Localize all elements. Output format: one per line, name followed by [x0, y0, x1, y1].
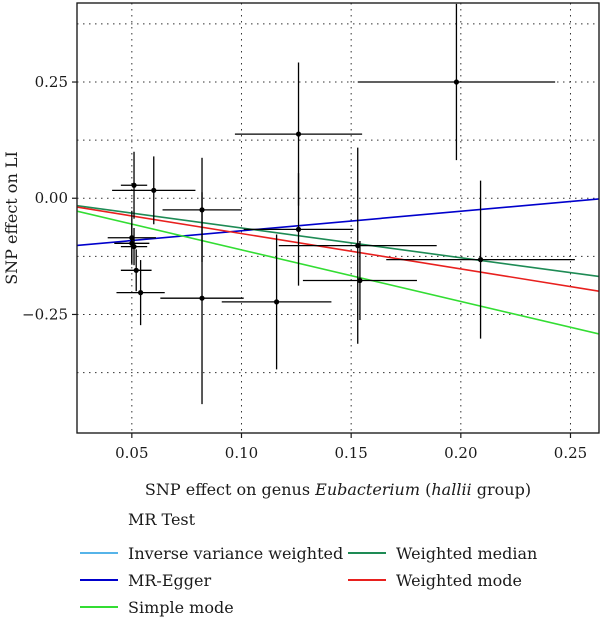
snp-point [116, 260, 165, 326]
snp-point [120, 227, 148, 266]
mr-regression-lines [77, 198, 599, 335]
legend-item-mr-egger: MR-Egger [80, 570, 211, 590]
snp-point [302, 241, 417, 321]
x-axis-label: SNP effect on genus Eubacterium (hallii … [145, 480, 531, 499]
point-marker [355, 243, 361, 249]
x-axis: 0.05 0.10 0.15 0.20 0.25 [115, 433, 587, 462]
data-points [107, 3, 575, 405]
mr-line-weighted-mode [77, 206, 599, 292]
legend-title: MR Test [128, 510, 196, 529]
plot-frame [76, 2, 600, 434]
point-marker [133, 267, 139, 273]
point-marker [295, 226, 302, 232]
legend-swatch [80, 552, 118, 554]
x-tick-label: 0.10 [225, 444, 258, 462]
point-marker [477, 257, 484, 263]
legend-item-weighted-median: Weighted median [348, 543, 537, 563]
point-marker [357, 277, 363, 284]
point-marker [295, 131, 302, 137]
legend-swatch [348, 579, 386, 581]
y-axis: −0.25 0.00 0.25 [22, 73, 77, 323]
y-axis-label: SNP effect on LI [2, 151, 21, 285]
legend-label: Weighted mode [396, 570, 523, 590]
legend: MR Test Inverse variance weighted MR-Egg… [80, 510, 590, 617]
legend-swatch [80, 579, 118, 581]
mr-line-weighted-median [77, 204, 599, 278]
legend-item-inverse-variance-weighted: Inverse variance weighted [80, 543, 343, 563]
legend-item-weighted-mode: Weighted mode [348, 570, 522, 590]
point-marker [273, 299, 280, 305]
x-tick-label: 0.20 [444, 444, 477, 462]
legend-label: Simple mode [128, 597, 234, 617]
snp-point [357, 3, 556, 161]
y-tick-label: 0.00 [35, 189, 68, 207]
point-marker [151, 187, 157, 193]
snp-point [278, 147, 437, 344]
y-tick-label: 0.25 [35, 73, 68, 91]
y-tick-label: −0.25 [22, 305, 68, 323]
point-marker [131, 182, 137, 188]
mr-line-simple-mode [77, 210, 599, 335]
point-marker [138, 290, 144, 296]
legend-label: Inverse variance weighted [128, 543, 344, 563]
mr-line-mr-egger [77, 198, 599, 247]
x-tick-label: 0.05 [115, 444, 148, 462]
snp-point [243, 173, 354, 286]
plot-area [76, 2, 600, 434]
legend-swatch [348, 552, 386, 554]
legend-label: Weighted median [396, 543, 538, 563]
snp-point [386, 180, 575, 339]
snp-point [120, 249, 152, 292]
scatter-plot: 0.05 0.10 0.15 0.20 0.25 −0.25 0.00 0.25 SNP e… [2, 2, 600, 499]
legend-swatch [80, 606, 118, 608]
x-tick-label: 0.15 [334, 444, 367, 462]
point-marker [453, 79, 460, 85]
x-tick-label: 0.25 [554, 444, 587, 462]
snp-point [160, 192, 244, 405]
legend-label: MR-Egger [128, 570, 212, 590]
snp-point [120, 151, 148, 219]
point-marker [131, 243, 137, 250]
point-marker [199, 295, 205, 301]
legend-item-simple-mode: Simple mode [80, 597, 234, 617]
snp-point [221, 234, 332, 370]
snp-point [112, 156, 196, 225]
